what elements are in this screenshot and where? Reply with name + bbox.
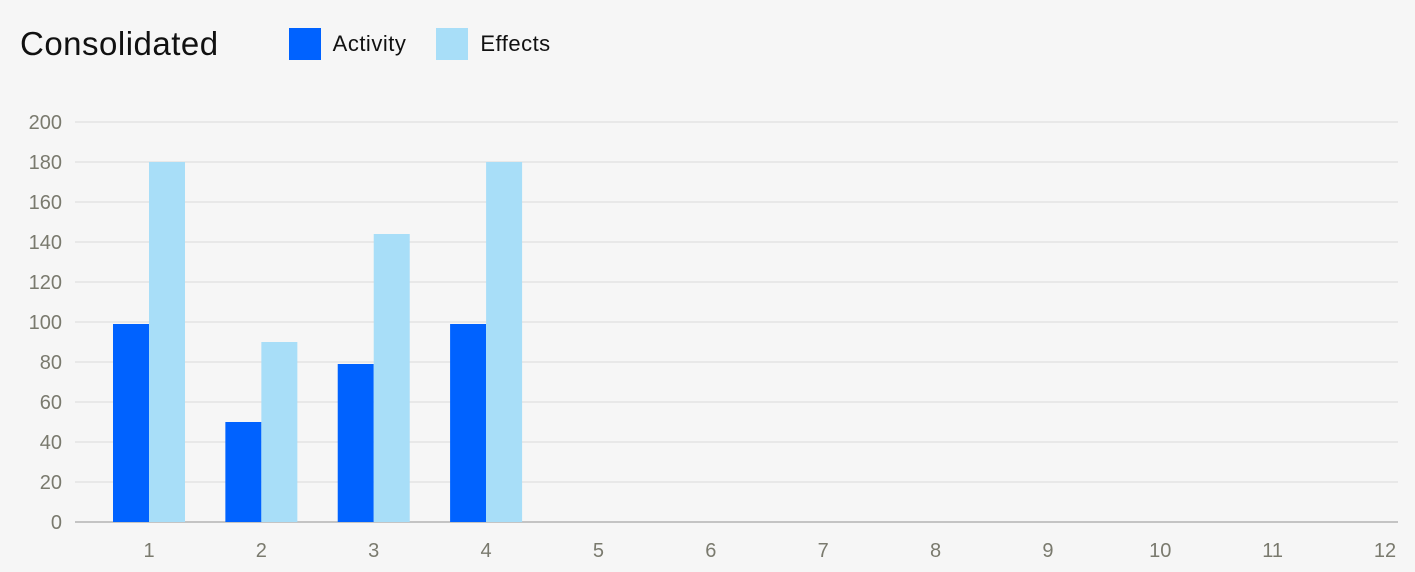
x-tick-label: 7 [818,540,829,562]
x-tick-label: 4 [481,540,492,562]
legend-label-activity: Activity [332,31,407,56]
bar-effects-2 [261,342,298,522]
bar-activity-4 [450,324,487,522]
x-tick-label: 1 [143,540,154,562]
y-tick-label: 140 [29,232,62,254]
bar-effects-3 [373,234,410,522]
y-tick-label: 160 [29,192,62,214]
x-tick-label: 6 [705,540,716,562]
bar-activity-1 [113,324,149,522]
bar-activity-3 [337,364,374,522]
y-tick-label: 100 [29,312,62,334]
x-tick-label: 8 [930,540,941,562]
y-tick-label: 20 [40,472,62,494]
x-tick-label: 5 [593,540,604,562]
y-tick-label: 60 [40,392,62,414]
legend-swatch-effects [436,28,469,60]
bar-effects-4 [486,162,523,522]
x-tick-label: 3 [368,540,379,562]
x-tick-label: 11 [1262,540,1283,562]
x-tick-label: 9 [1042,540,1053,562]
y-tick-label: 80 [40,352,62,374]
chart-title: Consolidated [20,25,219,62]
legend-item-activity[interactable]: Activity [288,28,407,60]
legend-label-effects: Effects [480,31,551,56]
y-tick-label: 40 [40,432,62,454]
y-tick-label: 120 [29,272,62,294]
legend-item-effects[interactable]: Effects [436,28,550,60]
y-tick-label: 200 [29,112,62,134]
y-tick-label: 0 [51,512,62,534]
x-tick-label: 2 [256,540,267,562]
bar-activity-2 [225,422,262,522]
legend: Activity Effects [288,28,581,60]
x-tick-label: 12 [1374,540,1396,562]
x-tick-label: 10 [1149,540,1171,562]
chart-header: Consolidated Activity Effects [20,22,581,66]
y-tick-label: 180 [29,152,62,174]
bar-effects-1 [149,162,185,522]
legend-swatch-activity [288,28,321,60]
